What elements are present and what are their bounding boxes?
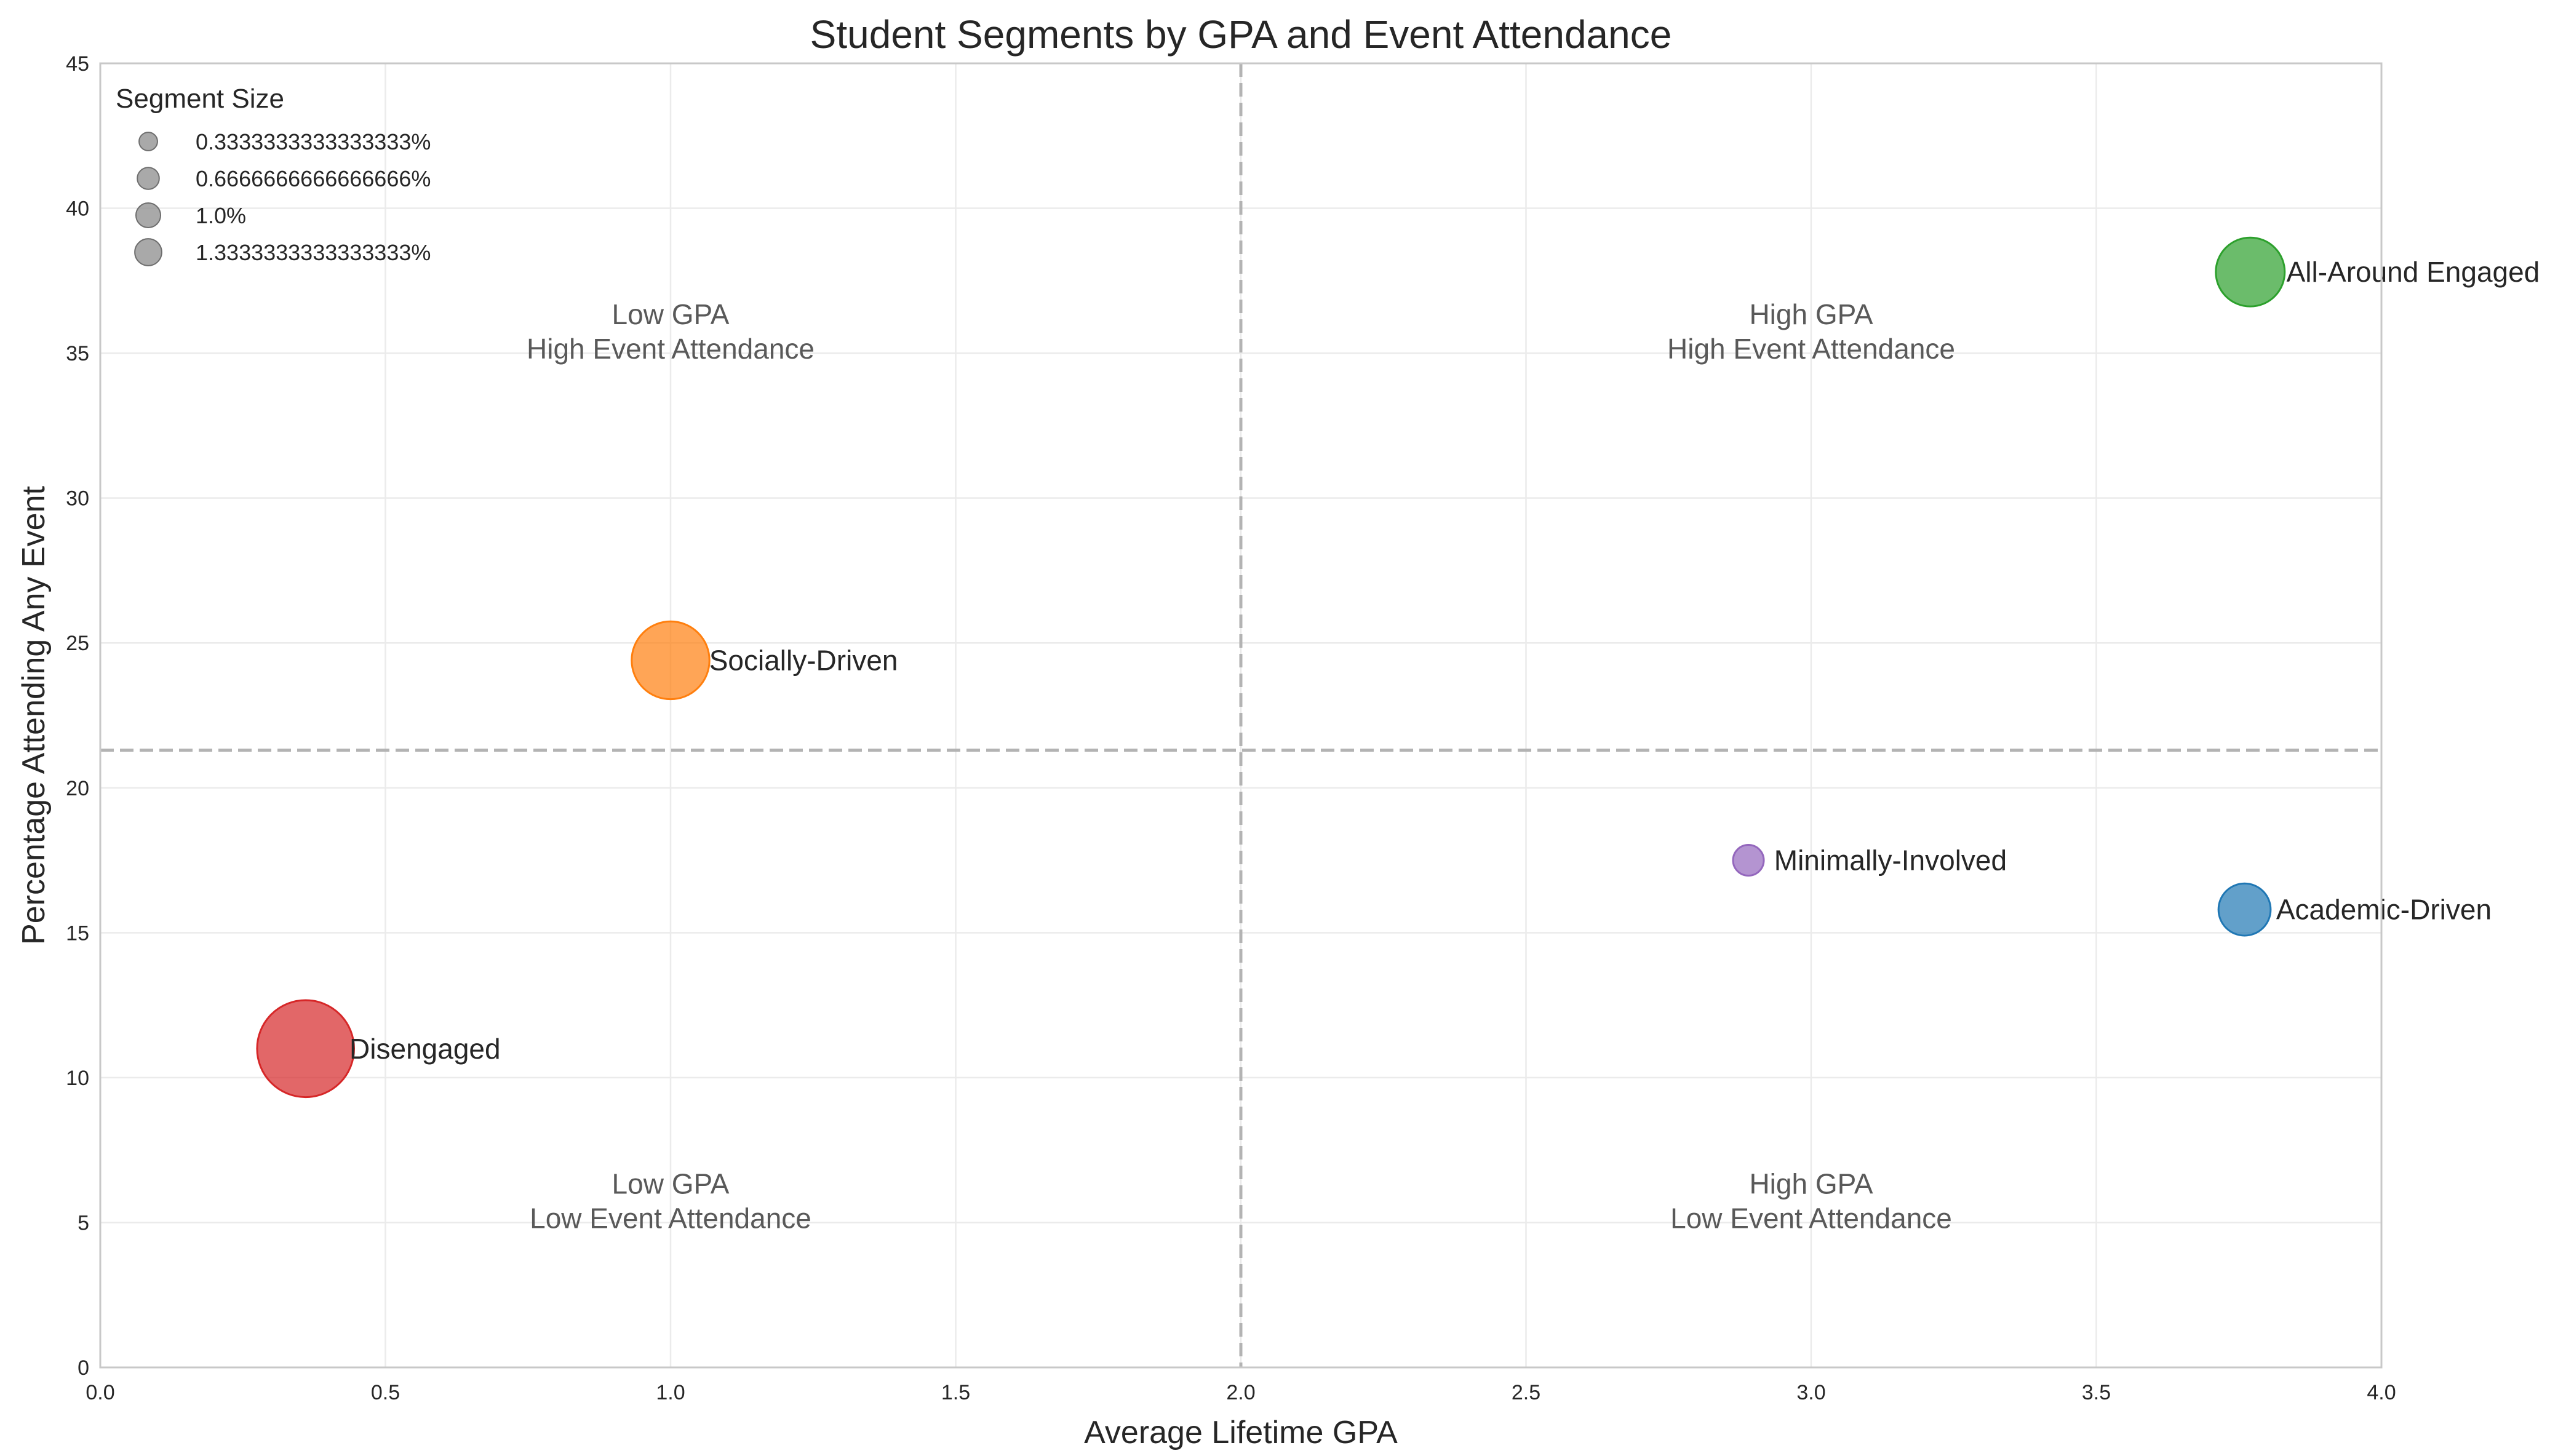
x-tick-label: 0.5	[371, 1381, 400, 1404]
y-tick-label: 5	[78, 1211, 89, 1235]
data-point-label: Socially-Driven	[709, 644, 898, 676]
x-tick-label: 1.0	[656, 1381, 685, 1404]
legend-marker	[134, 238, 162, 266]
data-point-label: Disengaged	[349, 1033, 501, 1065]
x-tick-label: 1.5	[941, 1381, 970, 1404]
quadrant-label-line2: High Event Attendance	[527, 333, 815, 365]
x-tick-label: 2.5	[1512, 1381, 1540, 1404]
x-tick-label: 2.0	[1226, 1381, 1255, 1404]
data-point	[256, 999, 356, 1099]
quadrant-label: High GPA Low Event Attendance	[1670, 1168, 1952, 1234]
data-point-label: All-Around Engaged	[2287, 256, 2540, 288]
chart-title: Student Segments by GPA and Event Attend…	[810, 12, 1672, 57]
data-point	[2217, 882, 2272, 937]
quadrant-label-line1: High GPA	[1749, 1168, 1873, 1199]
x-tick-label: 4.0	[2367, 1381, 2396, 1404]
quadrant-label-line1: Low GPA	[612, 1168, 730, 1199]
quadrant-label-line1: Low GPA	[612, 298, 730, 330]
data-point	[2215, 236, 2286, 308]
quadrant-label-line2: Low Event Attendance	[1670, 1202, 1952, 1234]
quadrant-label: Low GPA High Event Attendance	[527, 298, 815, 365]
y-tick-label: 30	[66, 487, 89, 511]
y-tick-label: 25	[66, 632, 89, 655]
x-tick-label: 0.0	[86, 1381, 114, 1404]
y-tick-label: 35	[66, 342, 89, 365]
data-points: All-Around Engaged Socially-Driven Minimal…	[256, 236, 2540, 1099]
legend-entry-label: 1.0%	[196, 203, 246, 228]
legend-marker	[137, 167, 160, 190]
plot-frame	[99, 62, 2383, 1369]
legend: Segment Size 0.3333333333333333% 0.6666666…	[116, 84, 431, 266]
quadrant-label: High GPA High Event Attendance	[1667, 298, 1955, 365]
legend-marker	[135, 202, 161, 228]
legend-entry-label: 0.3333333333333333%	[196, 129, 431, 154]
tick-labels: 0.0 0.5 1.0 1.5 2.0 2.5 3.0 3.5 4.0 0 5 10 15 20 25 30 3…	[66, 52, 2396, 1404]
legend-entry-label: 1.3333333333333333%	[196, 240, 431, 265]
data-point-label: Minimally-Involved	[1774, 845, 2007, 877]
y-tick-label: 0	[78, 1356, 89, 1380]
legend-title: Segment Size	[116, 84, 284, 114]
legend-marker	[138, 132, 158, 151]
x-tick-label: 3.0	[1796, 1381, 1825, 1404]
quadrant-label-line2: Low Event Attendance	[530, 1202, 811, 1234]
data-point-label: Academic-Driven	[2276, 894, 2492, 926]
legend-entry-label: 0.6666666666666666%	[196, 166, 431, 191]
y-tick-label: 10	[66, 1067, 89, 1090]
y-axis-label: Percentage Attending Any Event	[16, 486, 52, 945]
data-point	[1732, 844, 1765, 877]
y-tick-label: 15	[66, 921, 89, 945]
x-tick-label: 3.5	[2082, 1381, 2111, 1404]
quadrant-label: Low GPA Low Event Attendance	[530, 1168, 811, 1234]
quadrant-label-line1: High GPA	[1749, 298, 1873, 330]
y-tick-label: 40	[66, 197, 89, 221]
y-tick-label: 20	[66, 777, 89, 800]
data-point	[631, 620, 711, 701]
quadrant-label-line2: High Event Attendance	[1667, 333, 1955, 365]
y-tick-label: 45	[66, 52, 89, 76]
threshold-lines	[100, 63, 2381, 1367]
x-axis-label: Average Lifetime GPA	[1084, 1415, 1398, 1450]
